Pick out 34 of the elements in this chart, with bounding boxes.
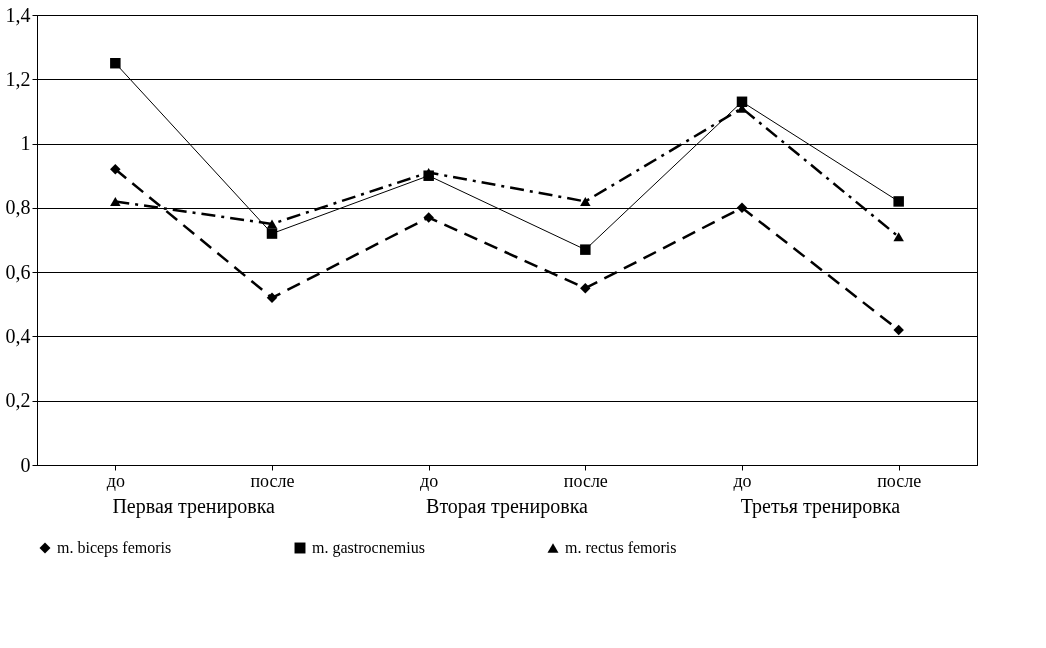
x-tick-label: до	[106, 470, 125, 491]
point	[110, 196, 121, 206]
y-tick-label: 1,4	[5, 3, 31, 26]
point	[266, 228, 278, 239]
point	[736, 202, 748, 214]
x-tick-label: после	[250, 470, 295, 491]
y-tick-label: 0	[20, 453, 31, 476]
y-tick-label: 0,4	[5, 324, 31, 347]
point	[893, 196, 904, 207]
point	[110, 164, 121, 175]
y-tick-label: 0,8	[5, 196, 31, 219]
text: Первая тренировка	[112, 495, 276, 518]
point	[893, 232, 904, 242]
point	[580, 282, 591, 294]
y-tick-label: 1,2	[5, 67, 31, 90]
y-tick-label: 0,2	[5, 389, 31, 412]
text: Вторая тренировка	[426, 495, 589, 518]
legend-label: m. gastrocnemius	[312, 539, 425, 557]
point	[266, 219, 278, 229]
legend-label: m. biceps femoris	[57, 539, 172, 557]
point	[580, 244, 591, 255]
point	[580, 196, 591, 206]
y-tick-label: 1	[20, 132, 31, 155]
point	[423, 212, 434, 223]
point	[110, 57, 121, 69]
x-tick-label: после	[877, 470, 922, 491]
x-tick-label: до	[733, 470, 752, 491]
legend-label: m. rectus femoris	[565, 539, 677, 556]
point	[266, 292, 278, 304]
x-tick-label: до	[420, 470, 439, 491]
text: Третья тренировка	[740, 495, 901, 518]
point	[893, 324, 904, 336]
x-tick-label: после	[563, 470, 608, 491]
y-tick-label: 0,6	[5, 260, 31, 283]
